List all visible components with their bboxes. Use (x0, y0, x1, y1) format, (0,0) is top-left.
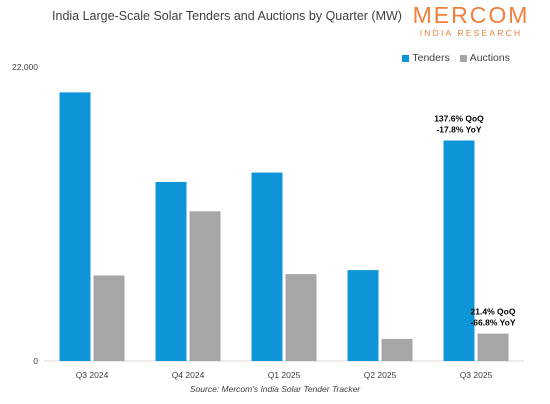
bar-auctions-q3-2024 (93, 275, 125, 361)
annotation-label: 137.6% QoQ (434, 114, 484, 124)
bar-auctions-q2-2025 (381, 338, 413, 361)
legend-label-tenders: Tenders (412, 52, 450, 64)
bar-tenders-q3-2024 (59, 92, 91, 362)
source-note: Source: Mercom's India Solar Tender Trac… (189, 384, 361, 394)
bar-tenders-q4-2024 (155, 181, 187, 361)
annotation-label: -66.8% YoY (470, 318, 515, 328)
legend: Tenders Auctions (402, 52, 510, 64)
x-tick-label: Q1 2025 (268, 370, 301, 380)
x-tick-label: Q3 2024 (76, 370, 109, 380)
chart-title: India Large-Scale Solar Tenders and Auct… (52, 9, 402, 23)
legend-swatch-tenders (402, 54, 410, 62)
y-tick-label: 22,000 (12, 62, 38, 72)
x-tick-label: Q4 2024 (172, 370, 205, 380)
bar-tenders-q1-2025 (251, 172, 283, 361)
bar-auctions-q1-2025 (285, 274, 317, 361)
bar-tenders-q2-2025 (347, 270, 379, 361)
bar-tenders-q3-2025 (443, 140, 475, 361)
bar-auctions-q4-2024 (189, 211, 221, 361)
y-tick-label: 0 (33, 356, 38, 366)
x-tick-label: Q3 2025 (460, 370, 493, 380)
x-tick-label: Q2 2025 (364, 370, 397, 380)
bar-auctions-q3-2025 (477, 333, 509, 361)
logo-main-text: MERCOM (412, 2, 530, 28)
legend-swatch-auctions (459, 54, 467, 62)
annotation-label: 21.4% QoQ (471, 307, 516, 317)
legend-item-auctions: Auctions (459, 52, 510, 64)
logo-sub-text: INDIA RESEARCH (419, 28, 523, 38)
mercom-logo: MERCOM INDIA RESEARCH (406, 2, 536, 38)
legend-item-tenders: Tenders (402, 52, 450, 64)
annotation-label: -17.8% YoY (436, 125, 481, 135)
legend-label-auctions: Auctions (469, 52, 510, 64)
